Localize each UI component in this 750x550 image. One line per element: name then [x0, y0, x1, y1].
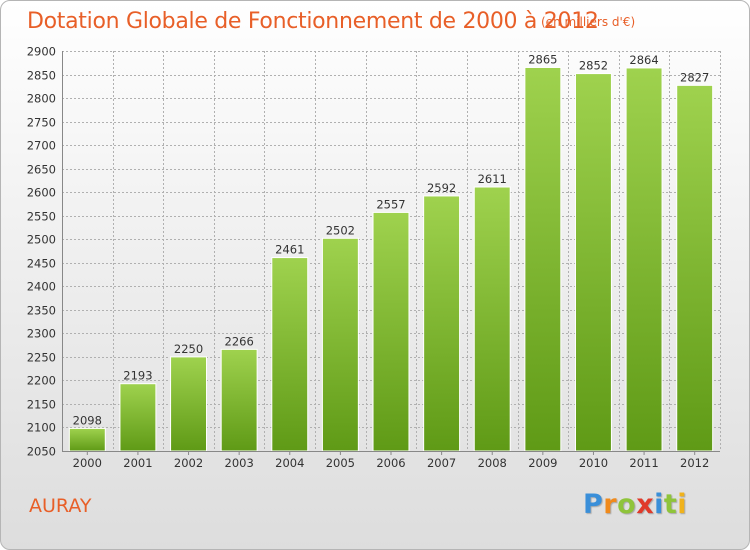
y-tick-label: 2100 — [27, 421, 56, 435]
x-tick-label: 2003 — [225, 456, 254, 470]
chart-title: Dotation Globale de Fonctionnement de 20… — [27, 9, 599, 34]
y-tick-label: 2650 — [27, 163, 56, 177]
x-tick-label: 2004 — [275, 456, 304, 470]
bars: 2098 2193 2250 2266 2461 2502 2557 2592 2611 2865… — [68, 52, 714, 452]
data-label: 2098 — [73, 413, 102, 427]
y-tick-label: 2750 — [27, 116, 56, 130]
bar — [321, 237, 359, 452]
bar — [68, 427, 106, 452]
y-tick-label: 2400 — [27, 280, 56, 294]
y-tick-label: 2300 — [27, 327, 56, 341]
data-label: 2250 — [174, 342, 203, 356]
x-tick-label: 2012 — [680, 456, 709, 470]
y-tick-label: 2800 — [27, 92, 56, 106]
data-label: 2827 — [680, 70, 709, 84]
logo-letter: t — [663, 489, 678, 520]
bar — [625, 67, 663, 452]
y-tick-label: 2850 — [27, 69, 56, 83]
x-tick-label: 2008 — [478, 456, 507, 470]
x-tick-label: 2009 — [528, 456, 557, 470]
y-tick-label: 2900 — [27, 45, 56, 59]
bar — [423, 195, 461, 452]
unit-note: (en milliers d'€) — [541, 15, 636, 29]
bar — [119, 383, 157, 452]
data-label: 2193 — [123, 369, 152, 383]
bar — [574, 73, 612, 452]
logo-letter: r — [603, 489, 618, 520]
logo-letter: i — [677, 489, 688, 520]
x-tick-label: 2006 — [376, 456, 405, 470]
bar — [271, 257, 309, 452]
logo-letter: o — [617, 489, 637, 520]
bar — [220, 348, 258, 452]
x-tick-label: 2007 — [427, 456, 456, 470]
y-tick-label: 2150 — [27, 398, 56, 412]
x-tick-label: 2001 — [123, 456, 152, 470]
logo-letter: x — [636, 489, 655, 520]
x-tick-label: 2002 — [174, 456, 203, 470]
data-label: 2461 — [275, 243, 304, 257]
location-label: AURAY — [29, 495, 92, 517]
x-tick-label: 2005 — [326, 456, 355, 470]
data-label: 2611 — [478, 172, 507, 186]
bar — [170, 356, 208, 452]
data-label: 2592 — [427, 181, 456, 195]
y-tick-label: 2350 — [27, 304, 56, 318]
data-label: 2865 — [528, 52, 557, 66]
x-tick-label: 2011 — [629, 456, 658, 470]
proxiti-logo: Proxiti — [583, 489, 687, 520]
data-label: 2852 — [579, 59, 608, 73]
axes: 2050 2100 2150 2200 2250 2300 2350 2400 2450 2500… — [27, 45, 720, 470]
x-tick-label: 2010 — [579, 456, 608, 470]
bar — [473, 186, 511, 452]
bar — [524, 66, 562, 452]
logo-letter: i — [654, 489, 664, 520]
data-label: 2557 — [376, 197, 405, 211]
bar — [676, 84, 714, 452]
y-tick-label: 2500 — [27, 233, 56, 247]
y-tick-label: 2700 — [27, 139, 56, 153]
y-tick-label: 2450 — [27, 257, 56, 271]
y-tick-label: 2200 — [27, 374, 56, 388]
y-tick-label: 2600 — [27, 186, 56, 200]
y-tick-label: 2050 — [27, 445, 56, 459]
data-label: 2266 — [225, 334, 254, 348]
bar — [372, 211, 410, 452]
data-label: 2864 — [629, 53, 658, 67]
data-label: 2502 — [326, 223, 355, 237]
logo-letter: P — [583, 489, 604, 520]
y-tick-label: 2550 — [27, 210, 56, 224]
x-tick-label: 2000 — [73, 456, 102, 470]
y-tick-label: 2250 — [27, 351, 56, 365]
